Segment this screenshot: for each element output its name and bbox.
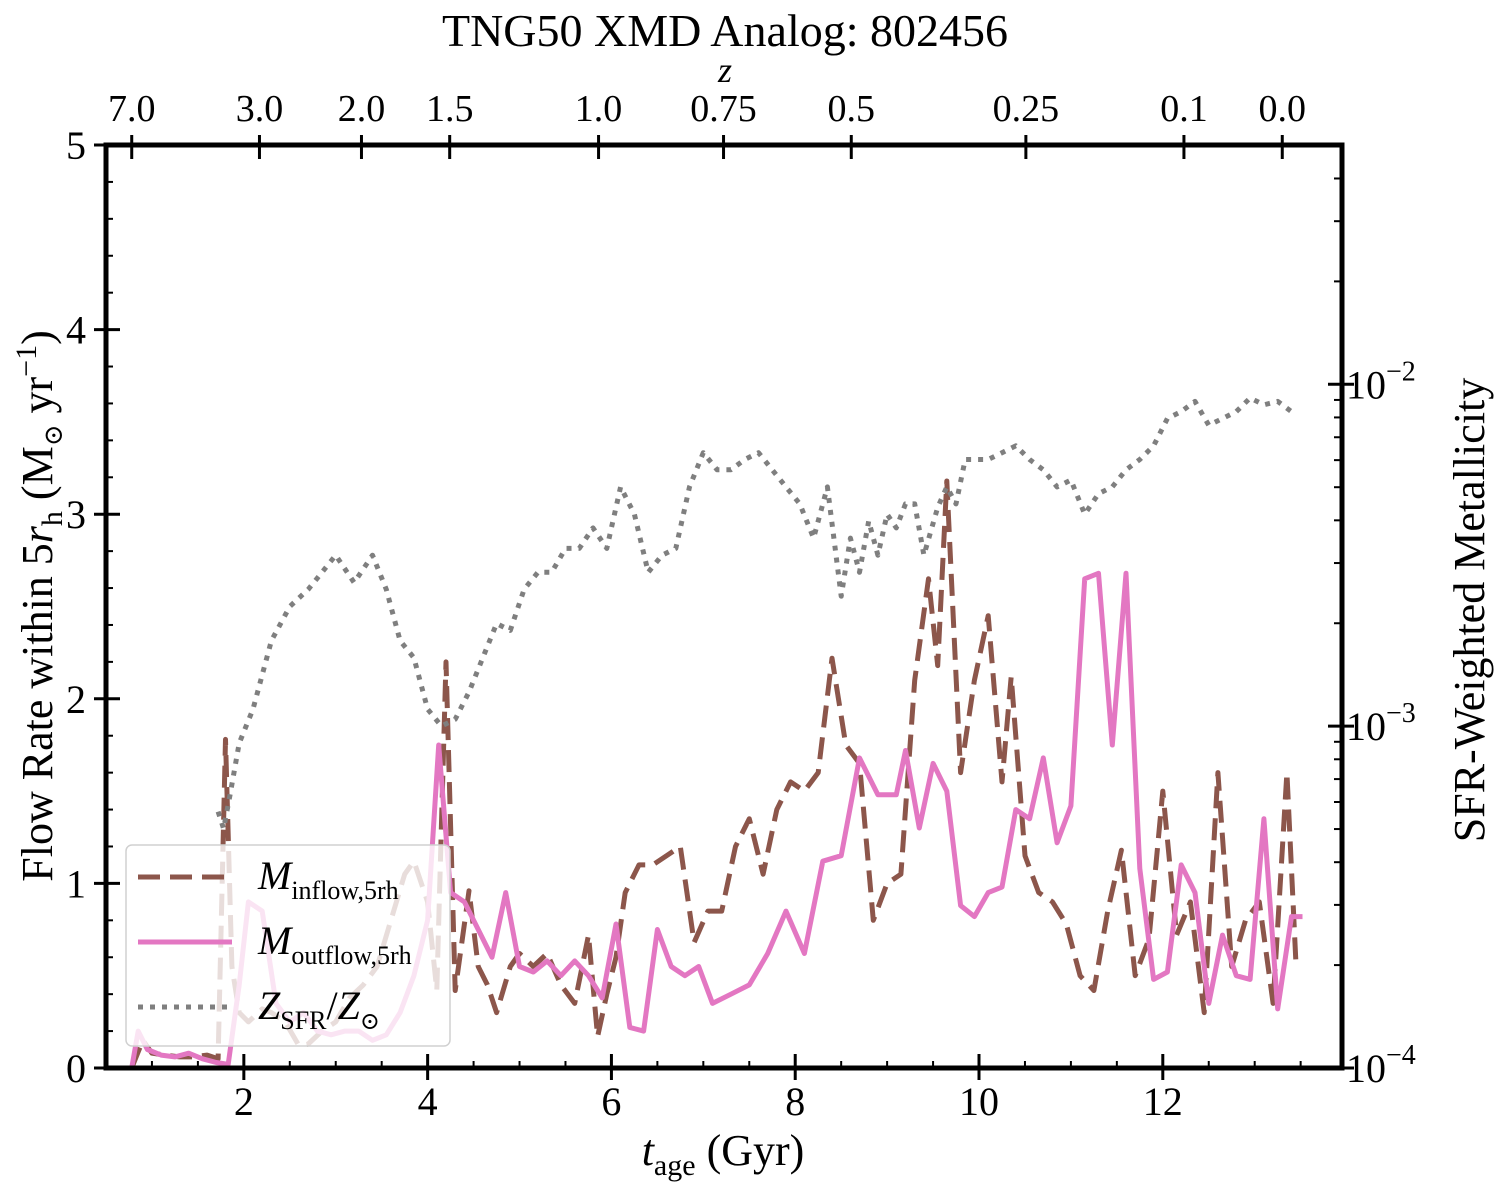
top-tick-label: 0.75 [690, 88, 757, 130]
top-tick-label: 7.0 [108, 88, 156, 130]
top-tick-label: 0.25 [993, 88, 1060, 130]
legend-label-inflow: Minflow,5rh [257, 853, 399, 905]
top-tick-label: 0.5 [828, 88, 876, 130]
legend-label-outflow: Moutflow,5rh [257, 918, 412, 970]
y-axis-label-right: SFR-Weighted Metallicity [1445, 378, 1494, 843]
x-tick-label: 12 [1143, 1079, 1183, 1124]
top-tick-label: 1.0 [575, 88, 623, 130]
y-axis-label-left: Flow Rate within 5rh (M⊙ yr−1) [10, 330, 69, 882]
x-tick-label: 8 [785, 1079, 805, 1124]
y-tick-label-left: 4 [66, 308, 86, 353]
x-tick-label: 4 [418, 1079, 438, 1124]
y-tick-label-right: 10−3 [1346, 698, 1416, 749]
chart-title: TNG50 XMD Analog: 802456 [442, 5, 1008, 56]
legend: Minflow,5rh Moutflow,5rh ZSFR/Z⊙ [125, 844, 451, 1047]
y-tick-label-right: 10−4 [1346, 1040, 1416, 1091]
legend-label-metallicity: ZSFR/Z⊙ [258, 983, 380, 1035]
y-tick-label-left: 3 [66, 492, 86, 537]
x-tick-label: 6 [601, 1079, 621, 1124]
top-tick-label: 2.0 [338, 88, 386, 130]
y-tick-label-left: 2 [66, 677, 86, 722]
top-tick-label: 0.1 [1160, 88, 1208, 130]
y-tick-label-right: 10−2 [1346, 356, 1416, 407]
top-tick-label: 0.0 [1259, 88, 1307, 130]
x-axis-label: tage (Gyr) [642, 1126, 805, 1182]
x-tick-label: 2 [234, 1079, 254, 1124]
y-tick-label-left: 0 [66, 1046, 86, 1091]
top-tick-label: 1.5 [426, 88, 474, 130]
y-tick-label-left: 5 [66, 123, 86, 168]
series-line-2 [215, 395, 1293, 832]
legend-box [125, 844, 451, 1047]
plot-frame [103, 142, 1345, 1071]
top-tick-label: 3.0 [236, 88, 284, 130]
y-tick-label-left: 1 [66, 861, 86, 906]
top-axis-label: z [717, 50, 732, 90]
x-tick-label: 10 [959, 1079, 999, 1124]
